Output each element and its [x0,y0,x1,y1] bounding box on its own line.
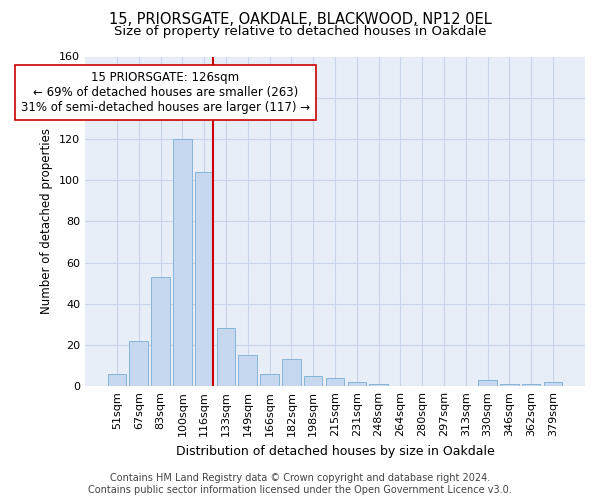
Bar [347,382,366,386]
Bar [326,378,344,386]
Bar [260,374,279,386]
Bar [522,384,541,386]
Bar [195,172,214,386]
Bar [217,328,235,386]
Bar [500,384,518,386]
Text: Contains HM Land Registry data © Crown copyright and database right 2024.
Contai: Contains HM Land Registry data © Crown c… [88,474,512,495]
Bar [130,341,148,386]
Bar [238,356,257,386]
Bar [282,360,301,386]
Bar [544,382,562,386]
Bar [370,384,388,386]
X-axis label: Distribution of detached houses by size in Oakdale: Distribution of detached houses by size … [176,444,494,458]
Text: 15 PRIORSGATE: 126sqm
← 69% of detached houses are smaller (263)
31% of semi-det: 15 PRIORSGATE: 126sqm ← 69% of detached … [20,71,310,114]
Bar [151,277,170,386]
Bar [304,376,322,386]
Text: 15, PRIORSGATE, OAKDALE, BLACKWOOD, NP12 0EL: 15, PRIORSGATE, OAKDALE, BLACKWOOD, NP12… [109,12,491,28]
Y-axis label: Number of detached properties: Number of detached properties [40,128,53,314]
Bar [478,380,497,386]
Bar [107,374,126,386]
Text: Size of property relative to detached houses in Oakdale: Size of property relative to detached ho… [114,25,486,38]
Bar [173,139,191,386]
